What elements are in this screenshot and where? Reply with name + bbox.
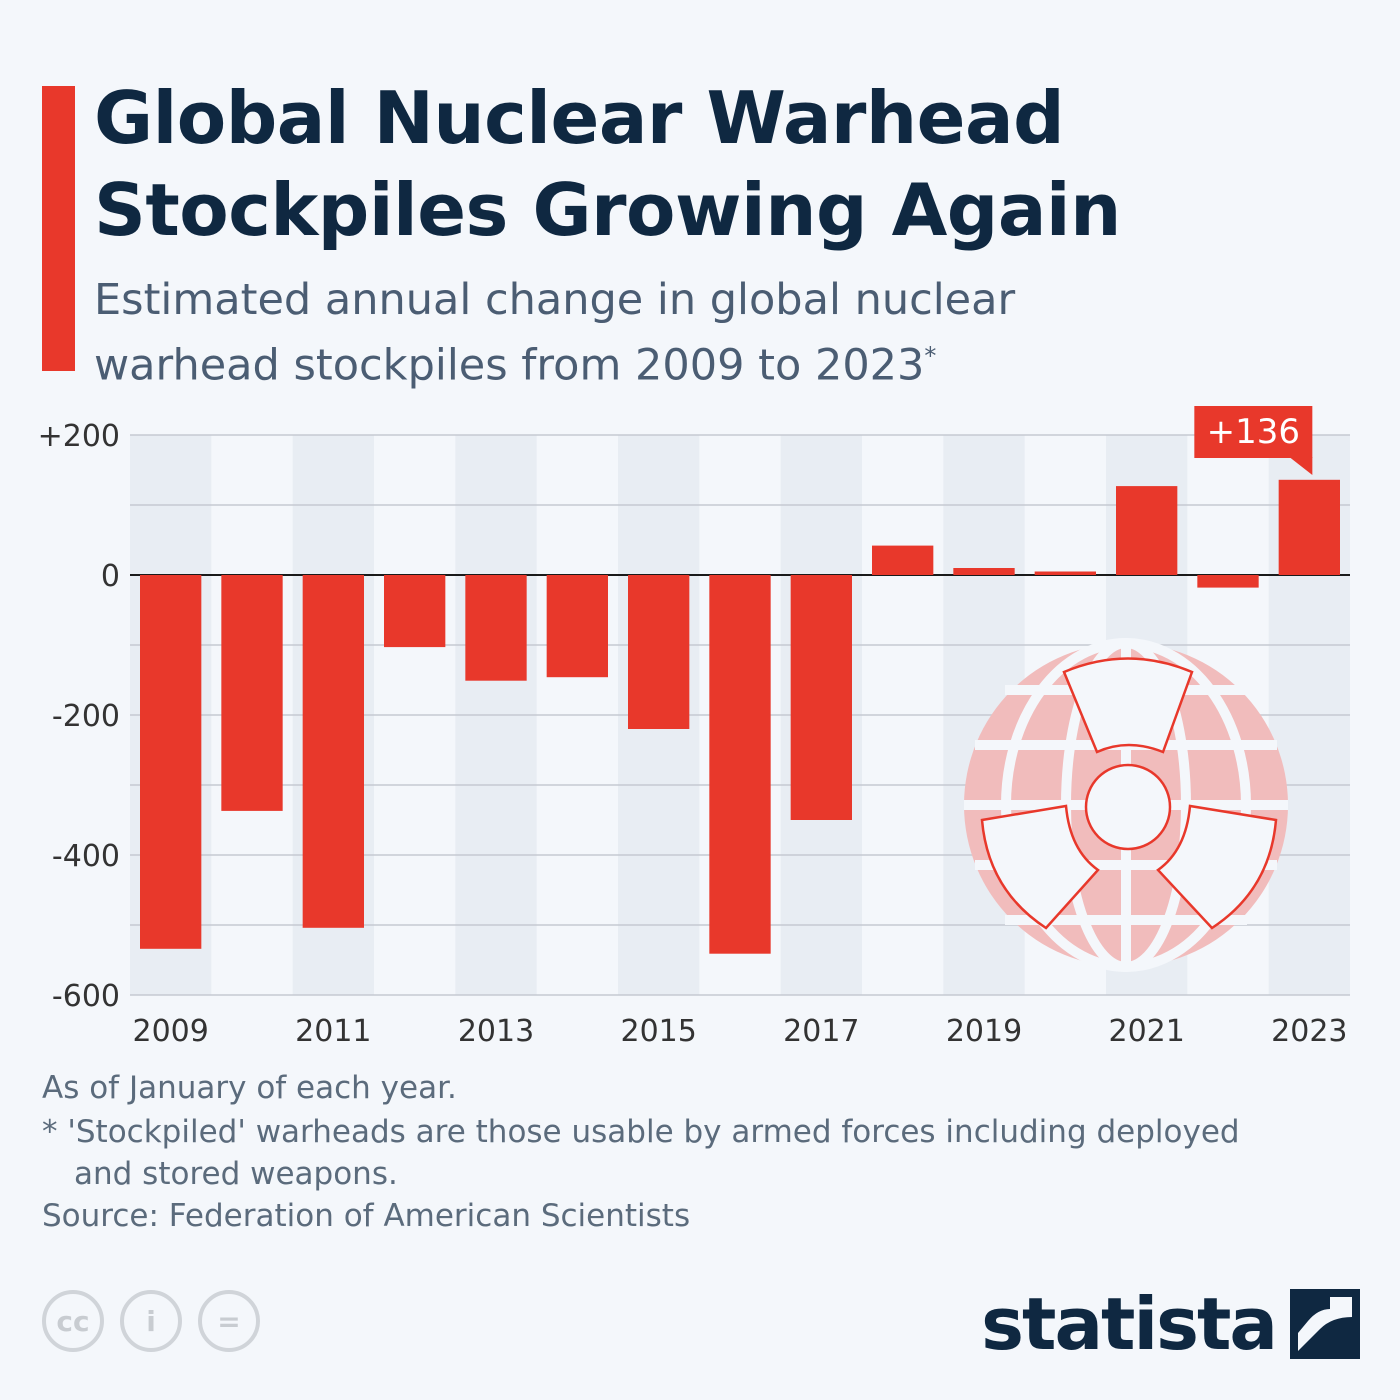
bar-2020 <box>1034 571 1096 575</box>
x-tick-label: 2019 <box>946 1014 1022 1049</box>
y-tick-label: 0 <box>101 559 120 594</box>
bar-2018 <box>872 545 934 575</box>
y-tick-label: -600 <box>52 979 120 1014</box>
annotation-pointer <box>1289 457 1313 475</box>
x-tick-label: 2015 <box>620 1014 696 1049</box>
statista-logo: statista <box>981 1282 1360 1366</box>
footnotes: As of January of each year. * 'Stockpile… <box>42 1066 1240 1238</box>
x-tick-label: 2009 <box>132 1014 208 1049</box>
note-stockpiled-definition-cont: and stored weapons. <box>74 1156 398 1192</box>
bar-2009 <box>140 575 202 949</box>
no-derivatives-icon[interactable]: = <box>198 1290 260 1352</box>
statista-logo-icon <box>1290 1289 1360 1359</box>
x-tick-label: 2023 <box>1271 1014 1347 1049</box>
y-tick-label: +200 <box>38 419 120 454</box>
x-tick-label: 2017 <box>783 1014 859 1049</box>
attribution-icon[interactable]: i <box>120 1290 182 1352</box>
title-line-1: Global Nuclear Warhead <box>94 76 1065 160</box>
annotation-box <box>1194 406 1313 458</box>
note-stockpiled-definition: * 'Stockpiled' warheads are those usable… <box>42 1114 1240 1150</box>
bar-2014 <box>546 575 608 678</box>
page-title: Global Nuclear Warhead Stockpiles Growing… <box>94 72 1121 256</box>
bar-2012 <box>384 575 446 648</box>
bar-2023 <box>1278 479 1340 575</box>
bar-2013 <box>465 575 527 681</box>
subtitle: Estimated annual change in global nuclea… <box>94 272 1094 393</box>
bar-2021 <box>1116 486 1178 575</box>
x-tick-label: 2013 <box>458 1014 534 1049</box>
bar-2016 <box>709 575 771 954</box>
annotation-label: +136 <box>1207 412 1300 452</box>
nuclear-globe-icon <box>964 638 1288 972</box>
cc-icon[interactable]: cc <box>42 1290 104 1352</box>
source-text: Source: Federation of American Scientist… <box>42 1198 691 1234</box>
brand-name: statista <box>981 1282 1278 1366</box>
bar-2019 <box>953 568 1015 575</box>
title-line-2: Stockpiles Growing Again <box>94 168 1121 252</box>
y-tick-label: -400 <box>52 839 120 874</box>
bar-2022 <box>1197 575 1259 588</box>
x-tick-label: 2011 <box>295 1014 371 1049</box>
license-icons: cc i = <box>42 1290 260 1352</box>
bar-chart: +200 0 -200 -400 -600 2009 2011 2013 2015 2017 20… <box>38 406 1350 1049</box>
x-tick-label: 2021 <box>1108 1014 1184 1049</box>
note-as-of: As of January of each year. <box>42 1070 457 1106</box>
subtitle-footnote-mark: * <box>924 342 937 370</box>
bar-2011 <box>302 575 364 928</box>
y-tick-label: -200 <box>52 699 120 734</box>
bar-2010 <box>221 575 283 811</box>
subtitle-text: Estimated annual change in global nuclea… <box>94 275 1016 391</box>
title-accent-bar <box>42 86 75 371</box>
bar-2017 <box>790 575 852 820</box>
bar-2015 <box>628 575 690 729</box>
